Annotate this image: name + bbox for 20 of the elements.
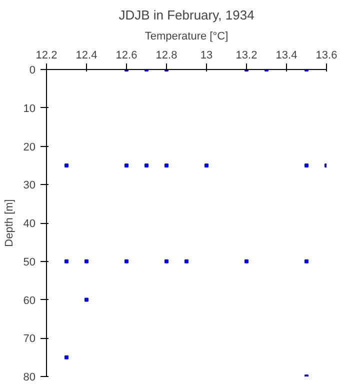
y-tick-label: 70 <box>23 333 36 346</box>
x-tick-label: 13.6 <box>316 50 338 62</box>
y-tick-label: 80 <box>23 372 36 384</box>
x-axis-title: Temperature [°C] <box>144 30 228 42</box>
x-tick-label: 12.2 <box>36 50 58 62</box>
x-tick-label: 12.6 <box>116 50 138 62</box>
y-tick-label: 40 <box>23 218 36 230</box>
y-tick-label: 0 <box>29 64 36 76</box>
y-tick-label: 30 <box>23 180 36 192</box>
y-axis-title: Depth [m] <box>3 199 16 247</box>
x-tick-label: 13 <box>200 50 213 62</box>
x-tick-label: 13.4 <box>276 50 298 62</box>
x-tick-label: 12.4 <box>76 50 98 62</box>
x-tick-label: 12.8 <box>156 50 178 62</box>
chart-title: JDJB in February, 1934 <box>118 8 254 22</box>
y-tick-label: 20 <box>23 141 36 154</box>
y-tick-label: 10 <box>23 102 36 115</box>
y-tick-label: 60 <box>23 294 36 307</box>
y-tick-label: 50 <box>23 256 36 268</box>
x-tick-label: 13.2 <box>236 50 258 62</box>
